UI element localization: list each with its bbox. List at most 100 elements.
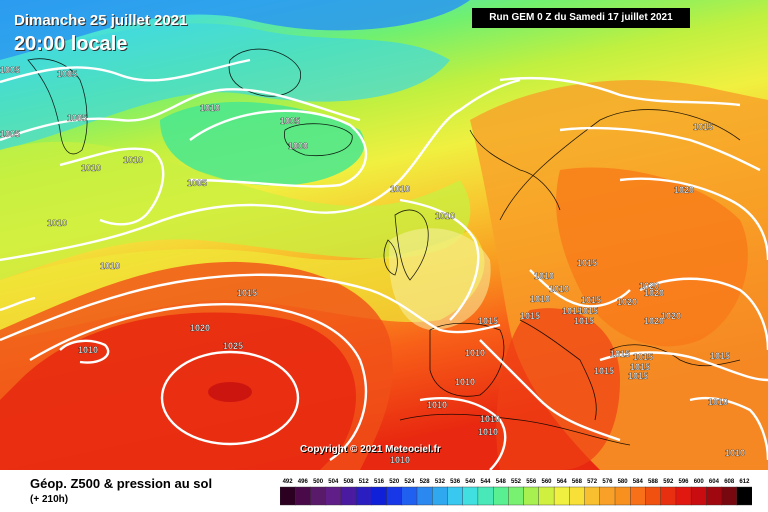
scale-swatch [660,486,677,506]
scale-swatch [508,486,525,506]
scale-swatch [492,486,509,506]
scale-label: 584 [633,479,644,485]
isobar-label: 1015 [630,362,650,372]
coastlines [27,48,741,446]
scale-swatch [325,486,342,506]
isobar-label: 1020 [639,281,659,291]
scale-swatch [523,486,540,506]
scale-swatch [538,486,555,506]
scale-label: 588 [648,479,659,485]
scale-swatch [645,486,662,506]
scale-label: 612 [739,479,750,485]
scale-label: 568 [572,479,583,485]
isobar-label: 1015 [577,258,597,268]
isobar-label: 1015 [594,366,614,376]
scale-label: 516 [374,479,385,485]
isobar-labels: 1005 100510051005101010051000101010101005… [0,65,745,465]
scale-swatch [706,486,723,506]
isobar-label: 1020 [674,185,694,195]
isobar-label: 1015 [610,349,630,359]
scale-label: 520 [389,479,400,485]
isobar-label: 1015 [628,371,648,381]
isobar-label: 1015 [574,316,594,326]
scale-swatch [447,486,464,506]
isobar-label: 1010 [534,271,554,281]
forecast-time: 20:00 locale [14,33,128,55]
isobar-label: 1010 [390,184,410,194]
isobar-label: 1020 [661,311,681,321]
isobar-label: 1020 [644,316,664,326]
isobar-label: 1015 [578,306,598,316]
scale-swatch [630,486,647,506]
isobar-label: 1010 [530,294,550,304]
isobar-label: 1010 [390,455,410,465]
isobar-label: 1010 [480,414,500,424]
scale-swatch [675,486,692,506]
isobar-label: 1010 [708,397,728,407]
scale-label: 600 [694,479,705,485]
isobar-label: 1010 [435,211,455,221]
scale-swatch [690,486,707,506]
scale-swatch [614,486,631,506]
scale-label: 544 [480,479,491,485]
scale-label: 540 [465,479,476,485]
isobar-label: 1015 [520,311,540,321]
scale-swatch [553,486,570,506]
scale-swatch [355,486,372,506]
scale-swatch [462,486,479,506]
run-info: Run GEM 0 Z du Samedi 17 juillet 2021 [472,8,690,28]
isobar-label: 1005 [280,116,300,126]
isobar-label: 1015 [237,288,257,298]
scale-swatch [736,486,752,506]
scale-swatch [294,486,312,506]
isobar-label: 1005 [0,65,20,75]
scale-label: 572 [587,479,598,485]
scale-swatch [569,486,586,506]
scale-label: 592 [663,479,674,485]
scale-label: 548 [496,479,507,485]
isobar-label: 1010 [725,448,745,458]
isobar-label: 1010 [81,163,101,173]
copyright: Copyright © 2021 Meteociel.fr [300,444,441,455]
weather-map: 1005 100510051005101010051000101010101005… [0,0,768,470]
isobar-label: 1010 [123,155,143,165]
scale-label: 536 [450,479,461,485]
isobar-label: 1015 [562,306,582,316]
scale-label: 576 [602,479,613,485]
scale-swatch [599,486,616,506]
isobar-label: 1010 [478,427,498,437]
isobar-label: 1010 [455,377,475,387]
scale-label: 524 [404,479,415,485]
scale-swatch [584,486,601,506]
isobar-label: 1010 [427,400,447,410]
scale-label: 552 [511,479,522,485]
scale-swatch [401,486,418,506]
scale-swatch [432,486,449,506]
isobar-label: 1010 [100,261,120,271]
isobar-label: 1005 [0,129,20,139]
scale-label: 500 [313,479,324,485]
isobar-label: 1015 [633,352,653,362]
scale-label: 528 [420,479,431,485]
isobar-label: 1010 [47,218,67,228]
scale-swatch [721,486,738,506]
isobar-label: 1010 [78,345,98,355]
isobar-label: 1020 [644,288,664,298]
scale-label: 504 [328,479,339,485]
isobar-label: 1010 [465,348,485,358]
scale-label: 604 [709,479,720,485]
map-title: Géop. Z500 & pression au sol [30,476,213,491]
isobar-label: 1010 [549,284,569,294]
scale-swatch [371,486,388,506]
scale-label: 532 [435,479,446,485]
isobar-label: 1015 [693,122,713,132]
isobar-label: 1020 [190,323,210,333]
scale-label: 608 [724,479,735,485]
scale-swatch [280,486,296,506]
isobar-label: 1025 [223,341,243,351]
scale-label: 492 [283,479,294,485]
scale-label: 596 [678,479,689,485]
scale-label: 496 [298,479,309,485]
forecast-date: Dimanche 25 juillet 2021 [14,12,188,29]
scale-label: 508 [343,479,354,485]
